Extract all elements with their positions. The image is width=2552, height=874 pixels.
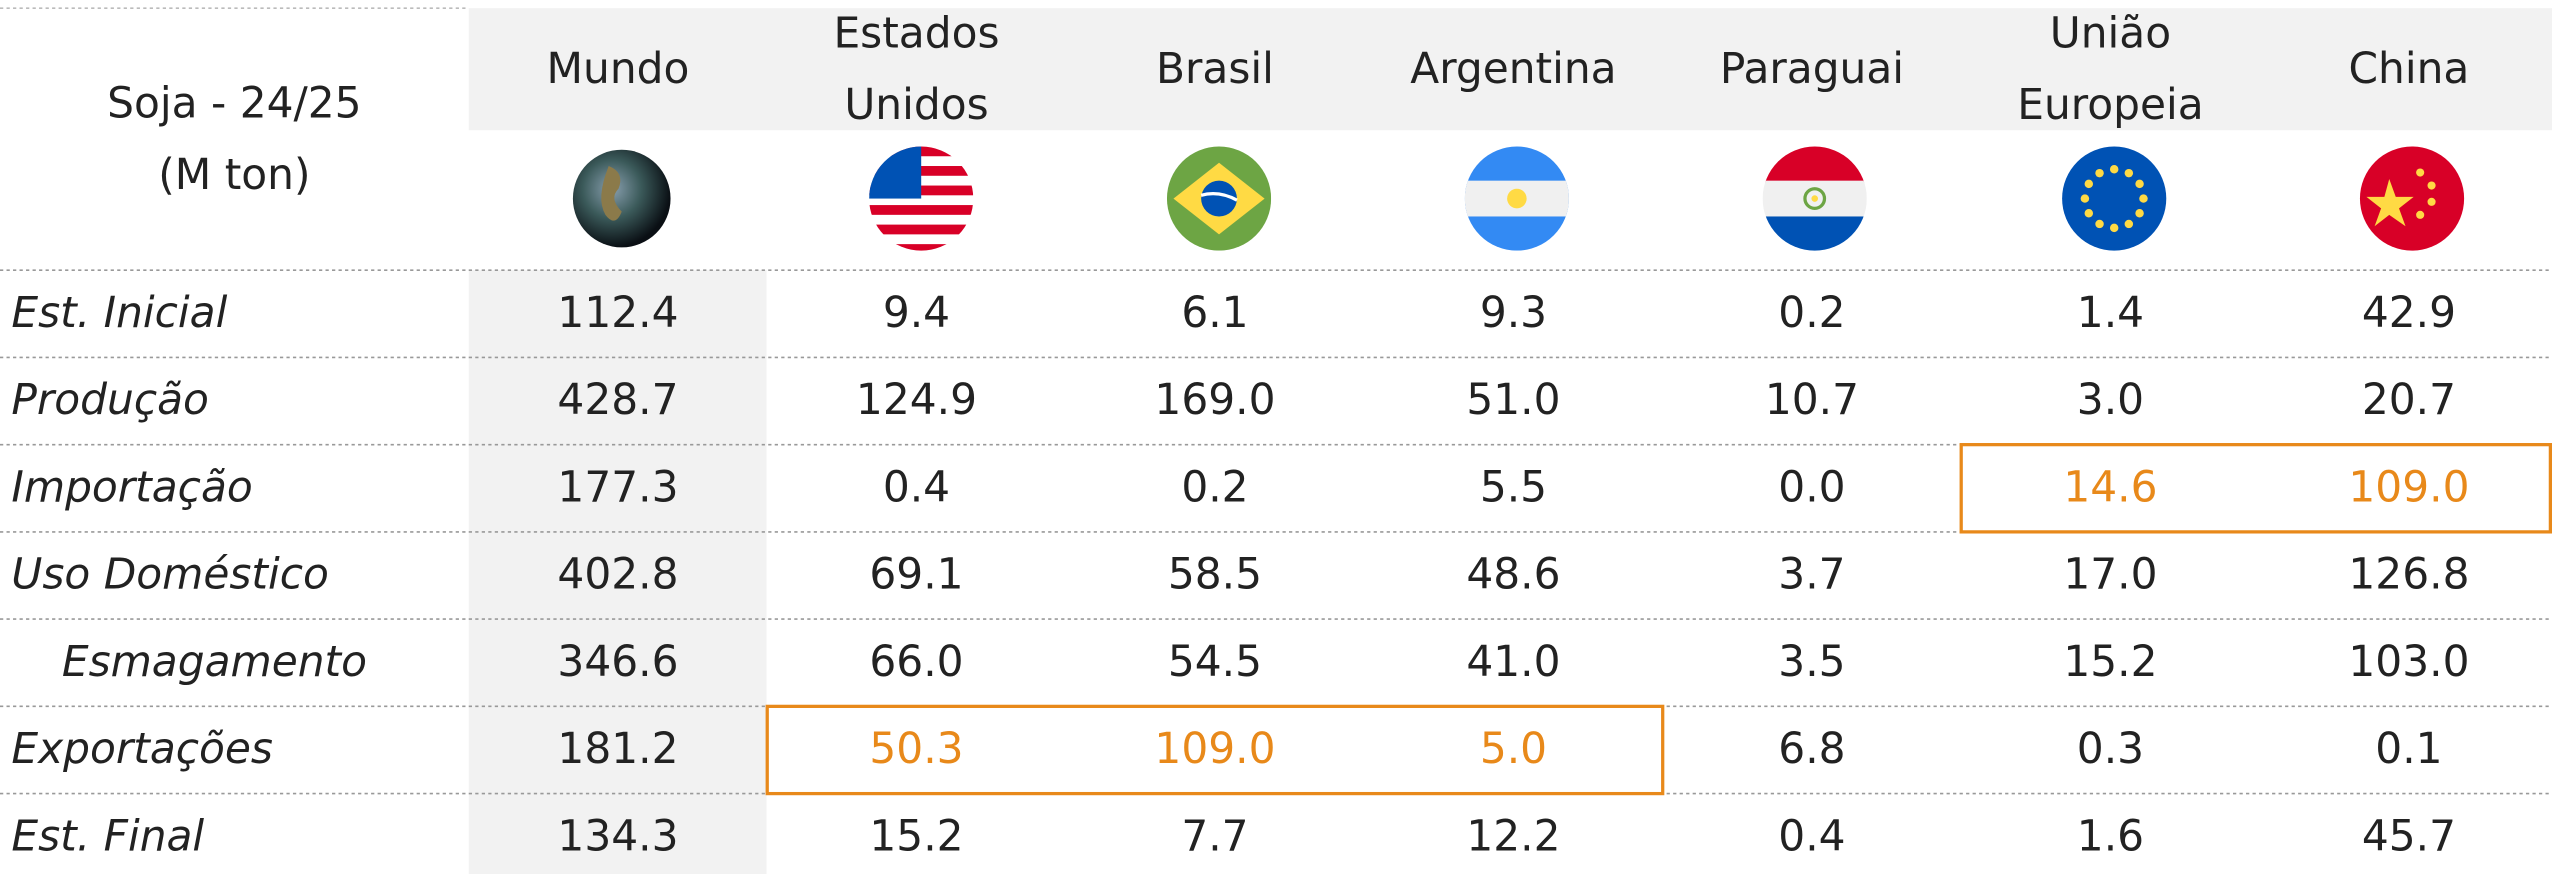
row-label: Est. Inicial (11, 288, 227, 337)
flags (572, 146, 2465, 251)
cell-value: 66.0 (869, 637, 963, 686)
cell-value: 9.3 (1480, 288, 1547, 337)
world-column-band (468, 270, 767, 874)
column-header: Mundo (547, 44, 690, 93)
cell-value: 7.7 (1181, 811, 1248, 860)
cell-value: 109.0 (1154, 724, 1275, 773)
cell-value: 3.5 (1778, 637, 1845, 686)
cell-value: 3.0 (2077, 375, 2144, 424)
header-band (468, 8, 2552, 131)
cell-value: 6.1 (1181, 288, 1248, 337)
table-title: Soja - 24/25 (107, 78, 361, 127)
flag-world (572, 149, 671, 248)
cell-value: 0.4 (1778, 811, 1845, 860)
column-header: Brasil (1156, 44, 1274, 93)
cell-value: 42.9 (2362, 288, 2456, 337)
column-header: China (2349, 44, 2470, 93)
column-header: Estados (833, 8, 999, 57)
row-label: Est. Final (11, 811, 204, 860)
row-label: Exportações (11, 724, 273, 773)
flag-usa (869, 146, 974, 251)
cell-value: 69.1 (869, 550, 963, 599)
row-label: Importação (11, 462, 252, 511)
cell-value: 126.8 (2348, 550, 2469, 599)
cell-value: 346.6 (557, 637, 678, 686)
cell-value: 0.4 (883, 462, 950, 511)
column-header: Paraguai (1720, 44, 1904, 93)
cell-value: 169.0 (1154, 375, 1275, 424)
cell-value: 41.0 (1466, 637, 1560, 686)
row-label: Produção (11, 375, 208, 424)
cell-value: 58.5 (1168, 550, 1262, 599)
cell-value: 0.0 (1778, 462, 1845, 511)
cell-value: 0.3 (2077, 724, 2144, 773)
cell-value: 103.0 (2348, 637, 2469, 686)
cell-value: 20.7 (2362, 375, 2456, 424)
row-label: Uso Doméstico (11, 550, 329, 599)
cell-value: 12.2 (1466, 811, 1560, 860)
flag-eu (2062, 146, 2167, 251)
cell-value: 5.5 (1480, 462, 1547, 511)
cell-value: 48.6 (1466, 550, 1560, 599)
cell-value: 0.2 (1778, 288, 1845, 337)
cell-value: 0.1 (2375, 724, 2442, 773)
cell-value: 9.4 (883, 288, 950, 337)
cell-value: 402.8 (557, 550, 678, 599)
column-header: Argentina (1410, 44, 1616, 93)
flag-argentina (1464, 146, 1569, 251)
cell-value: 15.2 (869, 811, 963, 860)
cell-value: 124.9 (856, 375, 977, 424)
cell-value: 10.7 (1765, 375, 1859, 424)
cell-value: 134.3 (557, 811, 678, 860)
column-header: Unidos (844, 80, 988, 129)
cell-value: 1.4 (2077, 288, 2144, 337)
cell-value: 112.4 (557, 288, 678, 337)
cell-value: 1.6 (2077, 811, 2144, 860)
cell-value: 54.5 (1168, 637, 1262, 686)
flag-paraguay (1762, 146, 1867, 251)
cell-value: 45.7 (2362, 811, 2456, 860)
column-header: Europeia (2017, 80, 2203, 129)
cell-value: 14.6 (2063, 462, 2157, 511)
row-label: Esmagamento (62, 637, 367, 686)
cell-value: 0.2 (1181, 462, 1248, 511)
cell-value: 177.3 (557, 462, 678, 511)
cell-value: 5.0 (1480, 724, 1547, 773)
cell-value: 3.7 (1778, 550, 1845, 599)
flag-china (2359, 146, 2465, 251)
cell-value: 181.2 (557, 724, 678, 773)
highlight-box (765, 704, 1665, 796)
column-header: União (2050, 8, 2171, 57)
cell-value: 428.7 (557, 375, 678, 424)
highlight-box (1959, 443, 2552, 534)
cell-value: 15.2 (2063, 637, 2157, 686)
cell-value: 50.3 (869, 724, 963, 773)
cell-value: 6.8 (1778, 724, 1845, 773)
cell-value: 51.0 (1466, 375, 1560, 424)
flag-brazil (1166, 146, 1272, 251)
table-title: (M ton) (158, 150, 310, 199)
cell-value: 17.0 (2063, 550, 2157, 599)
cell-value: 109.0 (2348, 462, 2469, 511)
